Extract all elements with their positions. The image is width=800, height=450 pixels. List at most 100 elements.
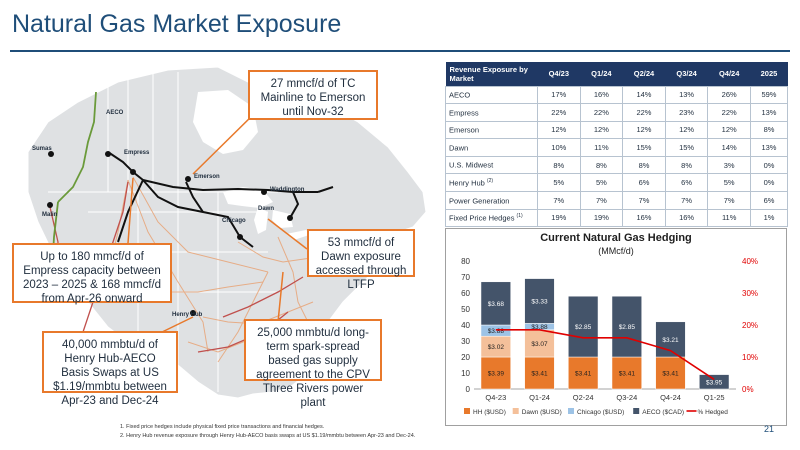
- bar-data-label: $3.41: [575, 371, 592, 378]
- table-cell-market: Power Generation: [445, 191, 538, 210]
- table-header-market: Revenue Exposure by Market: [445, 62, 538, 86]
- page-number: 21: [764, 424, 775, 434]
- table-cell: 6%: [749, 191, 789, 210]
- table-cell: 8%: [579, 155, 624, 175]
- table-cell: 12%: [537, 120, 581, 140]
- page-title: Natural Gas Market Exposure: [12, 10, 342, 38]
- market-name: Fixed Price Hedges: [449, 213, 515, 223]
- table-cell: 13%: [749, 138, 789, 157]
- bar-segment: [480, 281, 511, 326]
- map-label-dawn: Dawn: [258, 206, 275, 212]
- table-cell: 8%: [537, 155, 581, 175]
- table-cell: 12%: [622, 120, 666, 140]
- table-cell: 5%: [537, 173, 581, 193]
- table-cell: 15%: [664, 138, 709, 157]
- north-america-map: [28, 66, 427, 399]
- table-cell: 5%: [707, 173, 751, 193]
- table-cell: 22%: [622, 103, 666, 122]
- table-cell: 16%: [579, 85, 624, 105]
- table-cell: 7%: [579, 191, 624, 210]
- legend-label: HH ($USD): [473, 409, 506, 416]
- x-tick-label: Q1-25: [704, 393, 725, 402]
- table-cell: 5%: [579, 173, 624, 193]
- table-cell: 8%: [749, 120, 789, 140]
- table-cell: 22%: [537, 103, 581, 122]
- table-cell: 17%: [537, 85, 581, 105]
- table-cell: 7%: [707, 191, 751, 210]
- callout-dawn-exposure: 53 mmcf/d of Dawn exposure accessed thro…: [307, 229, 415, 291]
- legend-label: Dawn ($USD): [522, 409, 562, 416]
- footnote-ref: (2): [486, 178, 494, 185]
- map-label-aeco: AECO: [106, 110, 124, 116]
- table-row: Emerson 12% 12% 12% 12% 12% 8%: [445, 120, 789, 140]
- table-row: Fixed Price Hedges (1) 19% 19% 16% 16% 11% 1%: [445, 208, 789, 228]
- legend-swatch: [633, 408, 640, 414]
- table-cell: 12%: [579, 120, 624, 140]
- callout-cpv-supply: 25,000 mmbtu/d long-term spark-spread ba…: [244, 319, 382, 409]
- legend-swatch: [464, 408, 470, 414]
- table-cell: 22%: [707, 103, 751, 122]
- chart-subtitle: (MMcf/d): [598, 246, 634, 256]
- table-cell: 23%: [664, 103, 709, 122]
- table-cell: 11%: [707, 208, 751, 228]
- table-header-row: Revenue Exposure by Market Q4/23 Q1/24 Q…: [445, 62, 788, 86]
- table-row: Power Generation 7% 7% 7% 7% 7% 6%: [445, 191, 789, 210]
- chart-title: Current Natural Gas Hedging: [540, 232, 692, 244]
- y2-tick-label: 0%: [742, 385, 754, 394]
- table-header-col: 2025: [750, 62, 788, 86]
- y-tick-label: 50: [461, 305, 470, 314]
- legend-label: AECO ($CAD): [642, 409, 684, 416]
- table-cell-market: Empress: [445, 103, 538, 122]
- bar-data-label: $3.21: [662, 337, 679, 344]
- market-name: U.S. Midwest: [449, 160, 494, 170]
- table-row: AECO 17% 16% 14% 13% 26% 59%: [445, 85, 789, 105]
- map-label-waddington: Waddington: [270, 187, 305, 193]
- table-cell: 59%: [749, 85, 789, 105]
- table-body: AECO 17% 16% 14% 13% 26% 59% Empress 22% 22% 22%…: [445, 85, 789, 228]
- footnote-1: 1. Fixed price hedges include physical f…: [120, 424, 325, 430]
- hudson-bay: [193, 90, 258, 154]
- market-name: Dawn: [449, 143, 469, 153]
- y2-tick-label: 40%: [742, 257, 758, 266]
- bar-segment: [524, 329, 555, 358]
- market-name: Empress: [449, 108, 479, 118]
- bar-data-label: $3.07: [531, 341, 548, 348]
- table-cell: 0%: [749, 155, 789, 175]
- table-row: Henry Hub (2) 5% 5% 6% 6% 5% 0%: [445, 173, 789, 193]
- table-cell: 13%: [664, 85, 709, 105]
- y-tick-label: 60: [461, 289, 470, 298]
- map-label-malin: Malin: [42, 212, 58, 218]
- table-row: U.S. Midwest 8% 8% 8% 8% 3% 0%: [445, 155, 789, 175]
- bar-data-label: $3.41: [531, 371, 548, 378]
- lake-michigan: [254, 207, 268, 234]
- footnote-2: 2. Henry Hub revenue exposure through He…: [120, 433, 416, 439]
- table-cell-market: Dawn: [445, 138, 538, 157]
- market-name: Power Generation: [449, 196, 510, 206]
- table-cell: 6%: [622, 173, 666, 193]
- table-header-col: Q1/24: [580, 62, 623, 86]
- callout-empress-capacity: Up to 180 mmcf/d of Empress capacity bet…: [12, 243, 172, 305]
- table-cell-market: AECO: [445, 85, 538, 105]
- bar-data-label: $2.85: [575, 324, 592, 331]
- table-cell: 14%: [622, 85, 666, 105]
- hub-markers: [47, 151, 293, 316]
- bar-segment: [611, 295, 642, 358]
- legend-label: % Hedged: [698, 409, 729, 416]
- table-cell-market: Henry Hub (2): [445, 173, 538, 193]
- table-cell-market: U.S. Midwest: [445, 155, 538, 175]
- x-tick-label: Q1-24: [529, 393, 550, 402]
- table-cell: 7%: [622, 191, 666, 210]
- chart-plot: 0 10 20 30 40 50 60 70 80 0% 10% 20% 30% 40% $3.39 $3.0…: [461, 257, 758, 416]
- market-name: Emerson: [449, 125, 480, 135]
- table-cell: 13%: [749, 103, 789, 122]
- table-cell: 16%: [664, 208, 709, 228]
- table-cell: 19%: [537, 208, 581, 228]
- map-label-chicago: Chicago: [222, 218, 246, 224]
- market-name: Henry Hub: [449, 178, 485, 188]
- hedging-chart: Current Natural Gas Hedging (MMcf/d) 0 10…: [445, 228, 787, 426]
- bar-segment: [655, 356, 686, 390]
- table-cell: 8%: [664, 155, 709, 175]
- table-cell: 8%: [622, 155, 666, 175]
- table-cell-market: Emerson: [445, 120, 538, 140]
- bar-data-label: $3.68: [488, 301, 505, 308]
